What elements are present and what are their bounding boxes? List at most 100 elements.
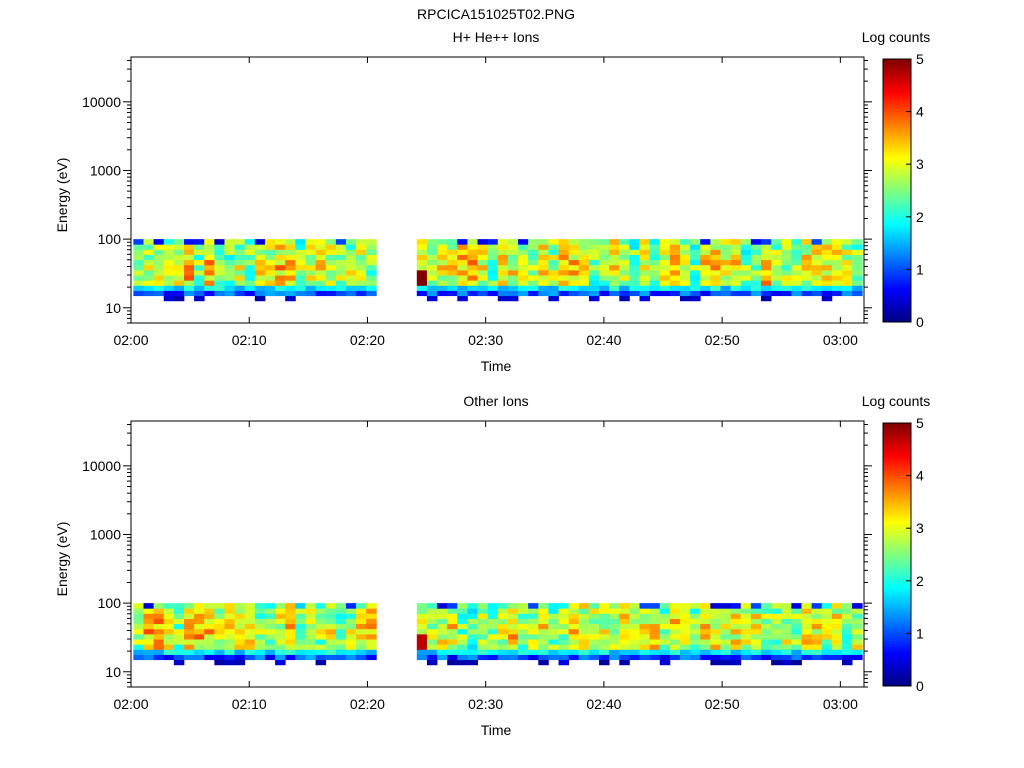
spectrogram-cell — [285, 295, 296, 302]
colorbar-segment — [883, 216, 911, 220]
colorbar-frame — [882, 58, 912, 323]
spectrogram-cell — [204, 639, 215, 645]
x-tick-label: 02:20 — [350, 332, 385, 348]
spectrogram-cell — [609, 603, 620, 609]
spectrogram-cell — [629, 639, 640, 645]
colorbar-segment — [883, 533, 911, 537]
colorbar-segment — [883, 219, 911, 223]
spectrogram-cell — [447, 659, 458, 666]
spectrogram-cell — [619, 613, 630, 619]
colorbar-segment — [883, 285, 911, 289]
y-axis-label: Energy (eV) — [54, 522, 70, 597]
spectrogram-cell — [295, 654, 306, 661]
spectrogram-cell — [214, 603, 225, 609]
spectrogram-cell — [538, 269, 549, 276]
spectrogram-cell — [133, 285, 144, 291]
spectrogram-cell — [771, 280, 782, 286]
x-tick-label: 02:30 — [468, 332, 503, 348]
spectrogram-cell — [163, 280, 175, 286]
spectrogram-cell — [234, 628, 246, 635]
x-axis-label: Time — [481, 722, 512, 738]
spectrogram-cell — [315, 608, 327, 614]
spectrogram-cell — [578, 639, 590, 645]
spectrogram-cell — [852, 254, 863, 261]
spectrogram-cell — [224, 280, 235, 286]
spectrogram-cell — [791, 285, 802, 291]
colorbar-segment — [883, 557, 911, 561]
spectrogram-cell — [437, 623, 448, 630]
spectrogram-cell — [173, 644, 185, 650]
spectrogram-cell — [183, 275, 195, 281]
spectrogram-cell — [477, 269, 489, 276]
spectrogram-cell — [153, 249, 165, 255]
spectrogram-cell — [811, 603, 823, 609]
spectrogram-cell — [669, 628, 681, 635]
spectrogram-cell — [669, 613, 681, 619]
spectrogram-cell — [335, 239, 347, 245]
spectrogram-cell — [700, 285, 711, 291]
spectrogram-cell — [244, 269, 256, 276]
spectrogram-cell — [629, 285, 640, 291]
spectrogram-cell — [811, 239, 823, 245]
spectrogram-cell — [325, 654, 337, 661]
spectrogram-cell — [538, 644, 549, 650]
colorbar-segment — [883, 530, 911, 534]
spectrogram-cell — [619, 280, 630, 286]
spectrogram-cell — [761, 654, 772, 661]
colorbar-segment — [883, 111, 911, 115]
spectrogram-cell — [163, 239, 175, 245]
spectrogram-cell — [153, 639, 165, 645]
spectrogram-cell — [588, 613, 600, 619]
spectrogram-cell — [467, 654, 478, 661]
colorbar-segment — [883, 488, 911, 492]
spectrogram-cell — [700, 613, 711, 619]
spectrogram-cell — [801, 254, 813, 261]
colorbar-segment — [883, 106, 911, 110]
colorbar-segment — [883, 298, 911, 302]
spectrogram-cell — [548, 603, 559, 609]
spectrogram-cell — [690, 628, 701, 635]
spectrogram-cell — [791, 259, 802, 266]
spectrogram-cell — [578, 239, 590, 245]
spectrogram-cell — [366, 290, 377, 297]
spectrogram-cell — [852, 603, 863, 609]
spectrogram-cell — [659, 613, 671, 619]
spectrogram-cell — [710, 639, 721, 645]
spectrogram-cell — [173, 244, 185, 250]
spectrogram-cell — [315, 269, 327, 276]
spectrogram-cell — [680, 608, 691, 614]
colorbar-segment — [883, 161, 911, 165]
spectrogram-cell — [224, 649, 235, 655]
spectrogram-cell — [518, 608, 529, 614]
spectrogram-cell — [609, 639, 620, 645]
spectrogram-cell — [366, 654, 377, 661]
spectrogram-cell — [750, 603, 762, 609]
spectrogram-cell — [467, 608, 478, 614]
spectrogram-cell — [831, 618, 843, 625]
spectrogram-cell — [477, 259, 489, 266]
spectrogram-cell — [791, 254, 802, 261]
spectrogram-cell — [841, 639, 853, 645]
spectrogram-cell — [345, 623, 357, 630]
spectrogram-cell — [852, 239, 863, 245]
spectrogram-cell — [437, 290, 448, 297]
colorbar-segment — [883, 438, 911, 442]
spectrogram-cell — [487, 280, 499, 286]
spectrogram-cell — [730, 290, 742, 297]
spectrogram-cell — [153, 654, 165, 661]
spectrogram-cell — [801, 264, 813, 271]
spectrogram-cell — [690, 259, 701, 266]
spectrogram-cell — [558, 259, 570, 266]
colorbar-segment — [883, 654, 911, 658]
spectrogram-cell — [771, 290, 782, 297]
spectrogram-cell — [173, 249, 185, 255]
colorbar-segment — [883, 269, 911, 273]
spectrogram-cell — [558, 280, 570, 286]
spectrogram-cell — [659, 275, 671, 281]
spectrogram-cell — [305, 608, 316, 614]
spectrogram-cell — [629, 623, 640, 630]
spectrogram-cell — [204, 608, 215, 614]
colorbar-segment — [883, 678, 911, 682]
spectrogram-cell — [821, 623, 833, 630]
